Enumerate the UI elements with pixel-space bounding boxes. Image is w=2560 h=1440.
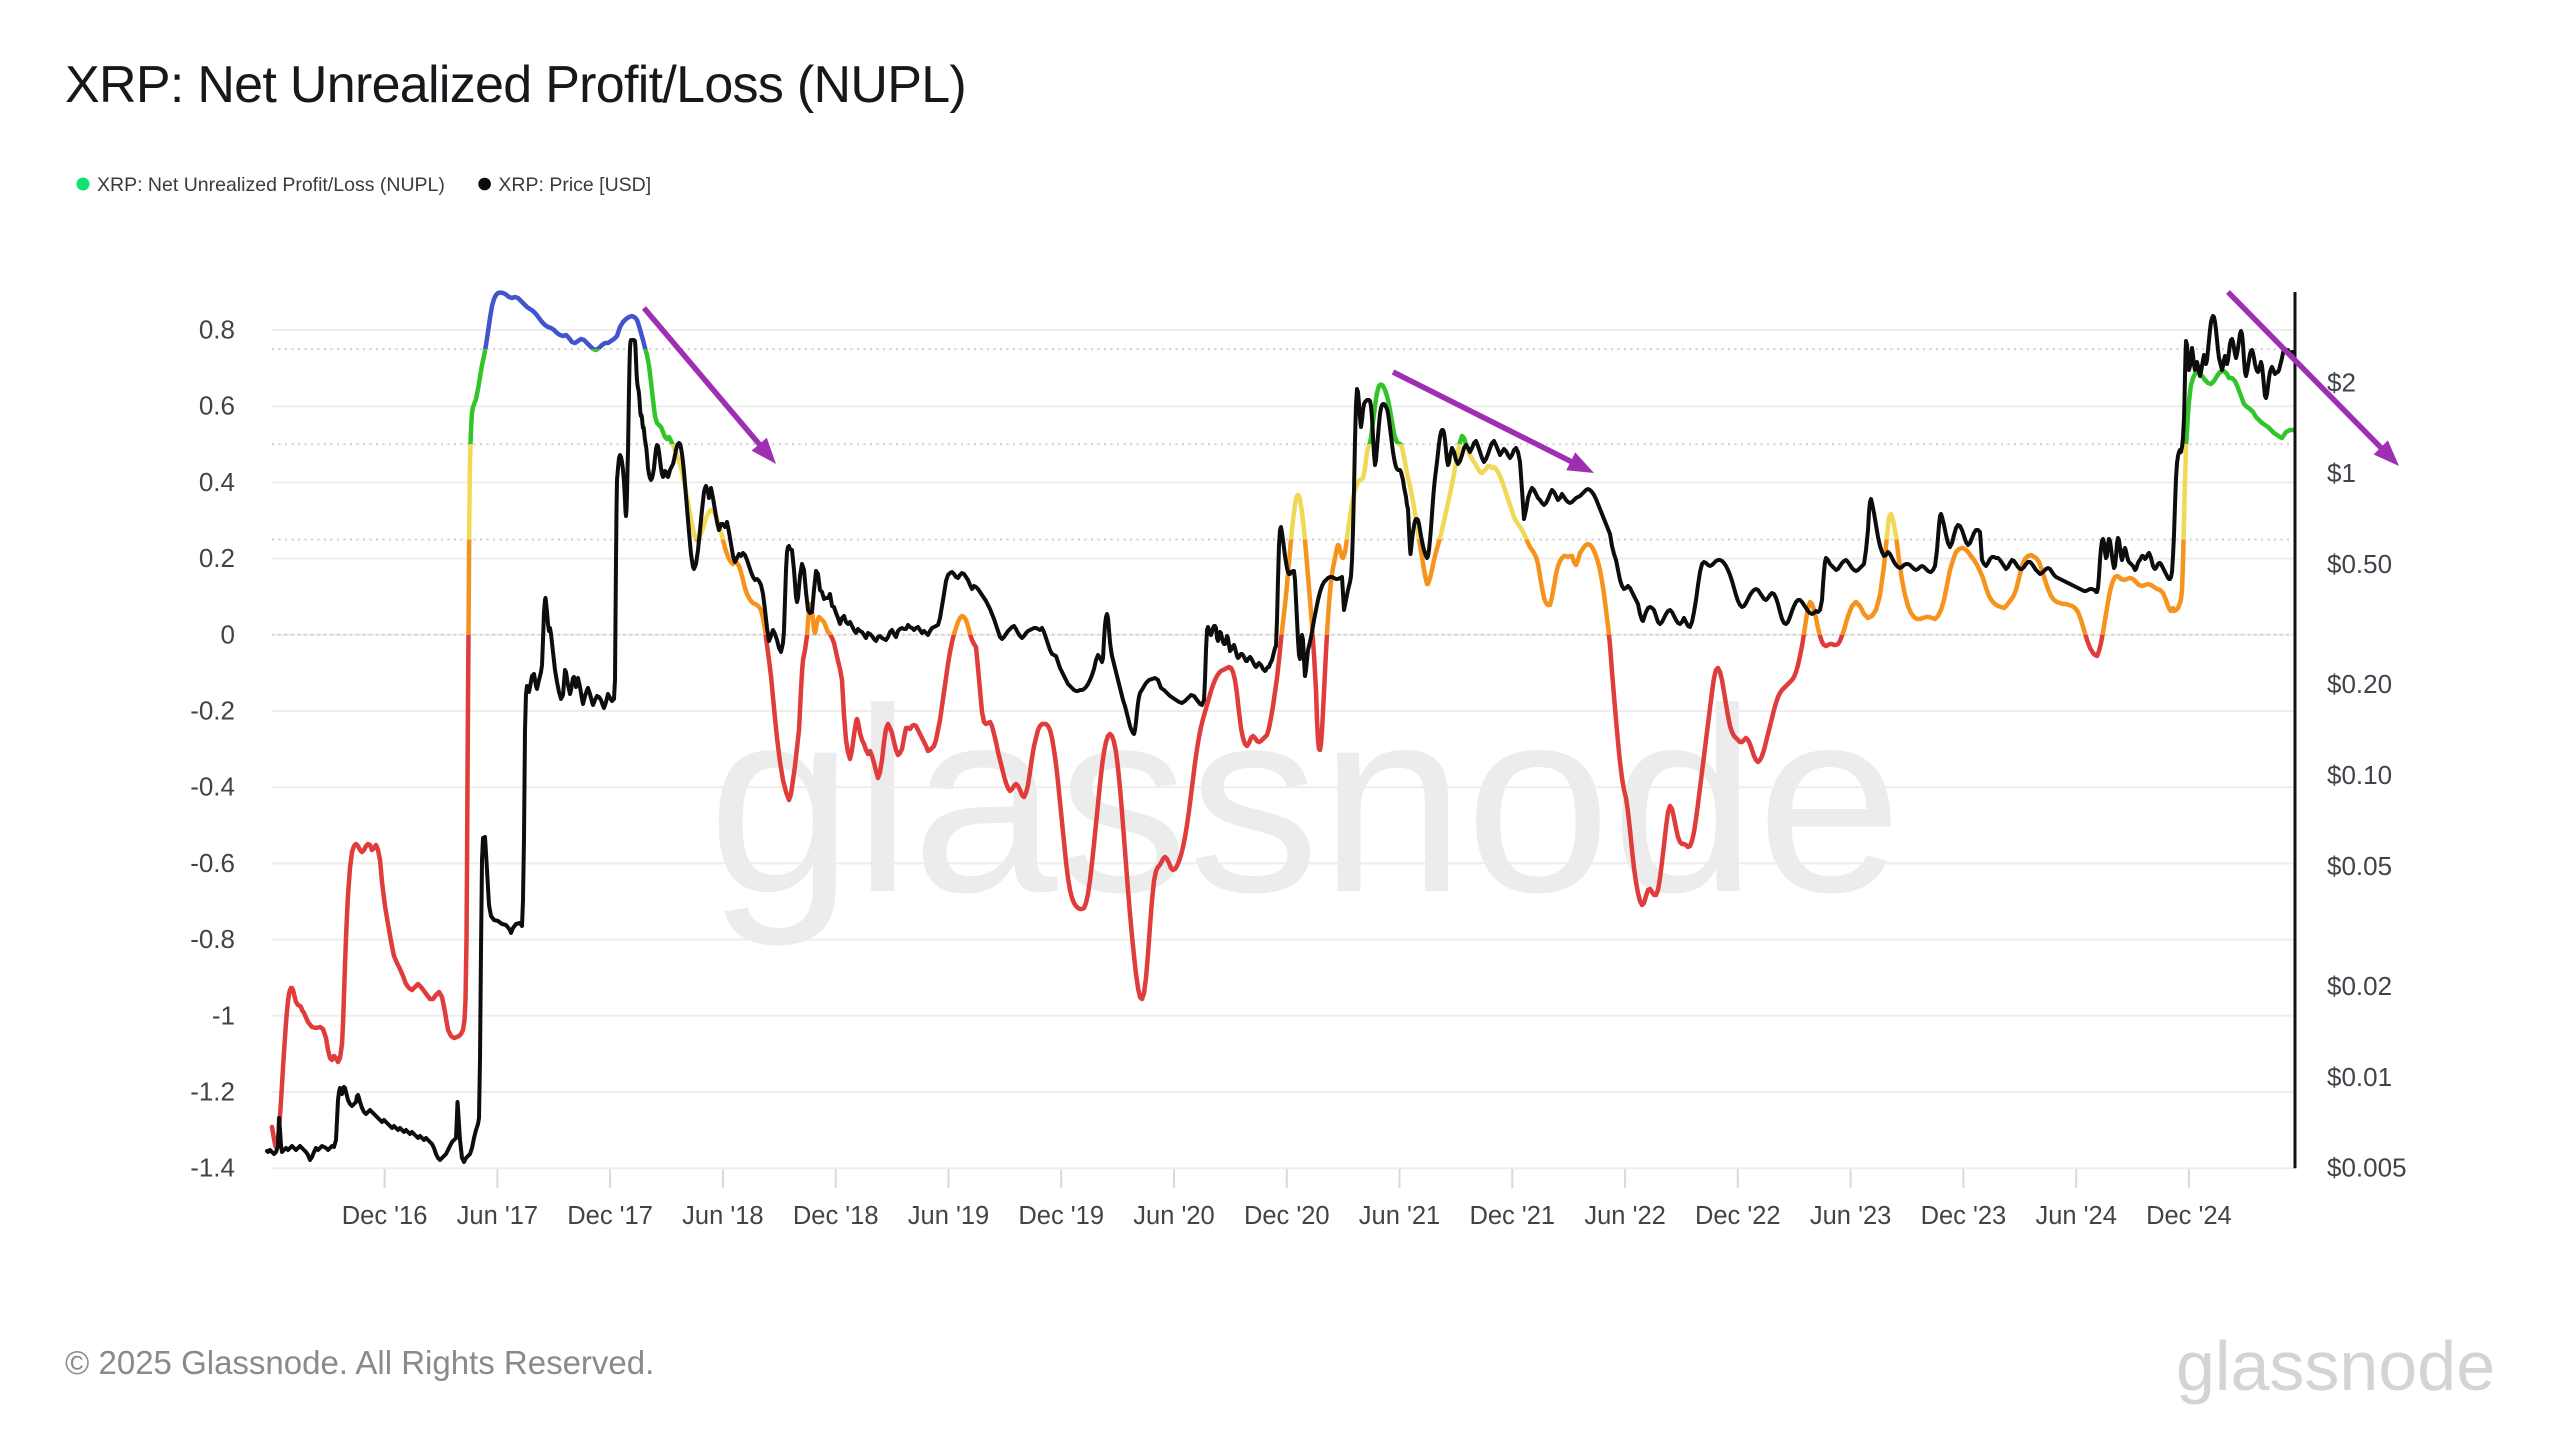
svg-text:-0.2: -0.2 <box>190 696 235 726</box>
svg-text:0: 0 <box>221 619 235 649</box>
svg-text:0.2: 0.2 <box>199 543 235 573</box>
svg-text:-0.4: -0.4 <box>190 772 235 802</box>
svg-text:glassnode: glassnode <box>2176 1327 2495 1405</box>
svg-text:Dec '22: Dec '22 <box>1695 1202 1781 1230</box>
svg-text:Jun '22: Jun '22 <box>1584 1202 1665 1230</box>
svg-text:Dec '20: Dec '20 <box>1244 1202 1330 1230</box>
svg-text:XRP: Net Unrealized Profit/Los: XRP: Net Unrealized Profit/Loss (NUPL) <box>97 174 445 196</box>
svg-text:Dec '21: Dec '21 <box>1469 1202 1555 1230</box>
svg-text:$0.50: $0.50 <box>2327 549 2392 579</box>
svg-text:Jun '19: Jun '19 <box>908 1202 989 1230</box>
svg-text:XRP: Price [USD]: XRP: Price [USD] <box>498 174 651 196</box>
svg-text:Jun '23: Jun '23 <box>1810 1202 1891 1230</box>
svg-text:$0.10: $0.10 <box>2327 760 2392 790</box>
svg-text:Dec '23: Dec '23 <box>1921 1202 2007 1230</box>
svg-text:0.6: 0.6 <box>199 391 235 421</box>
svg-text:$0.005: $0.005 <box>2327 1153 2407 1183</box>
svg-text:$0.02: $0.02 <box>2327 971 2392 1001</box>
svg-text:-1.2: -1.2 <box>190 1077 235 1107</box>
svg-text:glassnode: glassnode <box>708 654 1902 948</box>
svg-text:-0.6: -0.6 <box>190 848 235 878</box>
svg-text:XRP: Net Unrealized Profit/Los: XRP: Net Unrealized Profit/Loss (NUPL) <box>65 56 966 114</box>
svg-text:$0.20: $0.20 <box>2327 669 2392 699</box>
svg-text:Jun '18: Jun '18 <box>682 1202 763 1230</box>
svg-text:Dec '18: Dec '18 <box>793 1202 879 1230</box>
svg-text:$2: $2 <box>2327 367 2356 397</box>
svg-text:© 2025 Glassnode. All Rights R: © 2025 Glassnode. All Rights Reserved. <box>65 1344 654 1381</box>
svg-text:-0.8: -0.8 <box>190 924 235 954</box>
svg-text:Jun '20: Jun '20 <box>1133 1202 1214 1230</box>
svg-text:0.8: 0.8 <box>199 315 235 345</box>
svg-text:Dec '24: Dec '24 <box>2146 1202 2232 1230</box>
svg-text:Jun '17: Jun '17 <box>457 1202 538 1230</box>
svg-text:$0.05: $0.05 <box>2327 851 2392 881</box>
svg-text:0.4: 0.4 <box>199 467 235 497</box>
svg-text:$1: $1 <box>2327 458 2356 488</box>
svg-text:Dec '19: Dec '19 <box>1018 1202 1104 1230</box>
svg-text:-1: -1 <box>212 1000 235 1030</box>
svg-text:Jun '21: Jun '21 <box>1359 1202 1440 1230</box>
svg-text:Jun '24: Jun '24 <box>2035 1202 2116 1230</box>
svg-text:Dec '16: Dec '16 <box>342 1202 428 1230</box>
svg-text:$0.01: $0.01 <box>2327 1062 2392 1092</box>
svg-text:Dec '17: Dec '17 <box>567 1202 653 1230</box>
svg-text:-1.4: -1.4 <box>190 1153 235 1183</box>
